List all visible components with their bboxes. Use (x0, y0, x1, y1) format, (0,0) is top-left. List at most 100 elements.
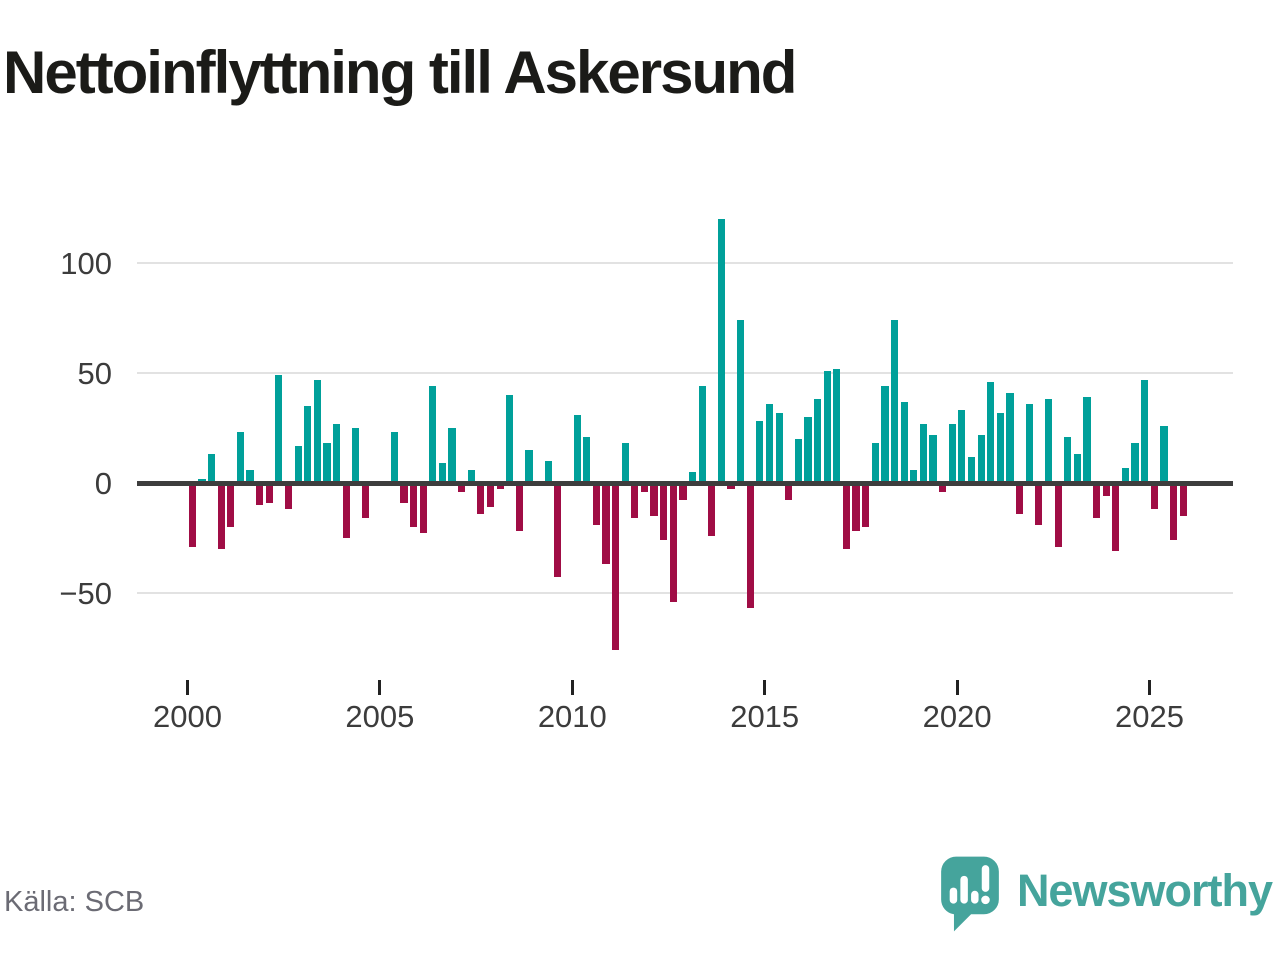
bar-2016-Q2 (814, 399, 822, 483)
bar-2015-Q3 (785, 485, 793, 501)
bar-2022-Q1 (1035, 485, 1043, 525)
y-tick-label-0: 0 (94, 466, 112, 501)
bar-2025-Q1 (1150, 485, 1158, 510)
bar-2016-Q4 (833, 368, 841, 483)
bar-2025-Q2 (1160, 425, 1168, 483)
gridline--50 (137, 592, 1233, 594)
bar-2016-Q3 (823, 370, 831, 483)
bar-2013-Q2 (698, 386, 706, 483)
bar-2014-Q3 (746, 485, 754, 609)
bar-2006-Q4 (448, 428, 456, 483)
bar-2018-Q3 (900, 401, 908, 483)
bar-2022-Q2 (1044, 399, 1053, 483)
bar-2012-Q3 (669, 485, 677, 602)
bar-2020-Q1 (958, 410, 966, 483)
bar-2000-Q4 (217, 485, 225, 549)
bar-2021-Q2 (1006, 392, 1014, 483)
bar-2004-Q3 (361, 485, 370, 518)
bar-2014-Q4 (756, 421, 764, 483)
x-tick-label-2025: 2025 (1115, 699, 1184, 734)
x-tick-label-2010: 2010 (537, 699, 607, 734)
bar-2017-Q4 (871, 443, 879, 483)
bar-2013-Q1 (688, 472, 697, 483)
bar-2017-Q1 (842, 485, 851, 549)
bar-2021-Q4 (1025, 403, 1033, 483)
bar-2019-Q2 (929, 434, 937, 483)
bar-2001-Q4 (256, 485, 264, 505)
bar-2018-Q4 (910, 469, 918, 483)
source-label: Källa: SCB (4, 886, 145, 918)
bar-2012-Q4 (679, 485, 687, 501)
bar-2019-Q3 (939, 485, 947, 492)
bar-2010-Q1 (573, 414, 581, 483)
x-tick-label-2000: 2000 (153, 699, 222, 734)
bar-2015-Q2 (775, 412, 783, 483)
y-tick-label-100: 100 (60, 246, 112, 281)
bar-2003-Q1 (304, 406, 312, 483)
bar-2024-Q3 (1131, 443, 1139, 483)
bar-2006-Q2 (429, 386, 437, 483)
bar-2016-Q1 (804, 417, 812, 483)
bar-2013-Q4 (717, 219, 725, 483)
bar-2006-Q3 (438, 463, 446, 483)
bar-2023-Q4 (1102, 485, 1110, 496)
bar-2002-Q3 (284, 485, 293, 510)
bar-2018-Q1 (881, 386, 889, 483)
bar-2024-Q2 (1121, 467, 1130, 483)
x-tick-label-2020: 2020 (922, 699, 992, 734)
bar-2023-Q3 (1092, 485, 1101, 518)
bar-2007-Q1 (458, 485, 466, 492)
bar-2007-Q3 (477, 485, 485, 514)
bar-2015-Q1 (765, 403, 774, 483)
bar-2000-Q1 (188, 485, 196, 547)
bar-2018-Q2 (890, 320, 899, 483)
bar-2010-Q3 (592, 485, 600, 525)
x-tick-label-2015: 2015 (730, 699, 800, 734)
newsworthy-logo[interactable]: Newsworthy (939, 856, 1273, 936)
bar-2004-Q2 (352, 428, 360, 483)
bar-2005-Q2 (390, 432, 398, 483)
bar-2005-Q4 (409, 485, 418, 527)
bar-2014-Q1 (727, 485, 735, 490)
bar-2001-Q2 (236, 432, 244, 483)
bar-2000-Q2 (198, 478, 206, 483)
bar-2024-Q4 (1141, 379, 1149, 483)
bar-2021-Q1 (996, 412, 1004, 483)
bar-2011-Q2 (621, 443, 629, 483)
x-tick-2025 (1148, 680, 1151, 695)
zero-axis-line (137, 481, 1233, 486)
bar-2023-Q2 (1083, 397, 1091, 483)
bar-2020-Q2 (967, 456, 976, 483)
bar-2007-Q2 (467, 469, 475, 483)
bar-2012-Q2 (660, 485, 668, 540)
bar-2002-Q2 (275, 375, 283, 483)
x-tick-2005 (378, 680, 382, 695)
bar-2003-Q2 (313, 379, 321, 483)
bar-2003-Q4 (333, 423, 341, 483)
x-tick-2010 (570, 680, 574, 695)
bar-2009-Q2 (544, 461, 552, 483)
x-tick-2015 (763, 680, 767, 695)
bar-2009-Q3 (554, 485, 562, 578)
newsworthy-wordmark: Newsworthy (1016, 864, 1273, 916)
x-tick-2020 (955, 680, 959, 695)
bar-2001-Q1 (227, 485, 235, 527)
y-tick-label-50: 50 (77, 356, 112, 391)
bar-2004-Q1 (342, 485, 350, 538)
bar-2014-Q2 (737, 320, 745, 483)
bar-2025-Q3 (1169, 485, 1178, 540)
bar-2010-Q4 (602, 485, 610, 565)
bar-2011-Q4 (640, 485, 649, 492)
bar-2020-Q4 (987, 381, 995, 483)
bar-2023-Q1 (1073, 454, 1081, 483)
bar-2012-Q1 (650, 485, 658, 516)
bar-2000-Q3 (207, 454, 216, 483)
bar-2008-Q3 (515, 485, 523, 532)
x-tick-label-2005: 2005 (345, 699, 415, 734)
bar-2001-Q3 (246, 469, 254, 483)
bar-2017-Q2 (852, 485, 860, 532)
bar-2024-Q1 (1112, 485, 1120, 551)
bar-2005-Q3 (400, 485, 408, 503)
bar-2002-Q4 (294, 445, 302, 483)
